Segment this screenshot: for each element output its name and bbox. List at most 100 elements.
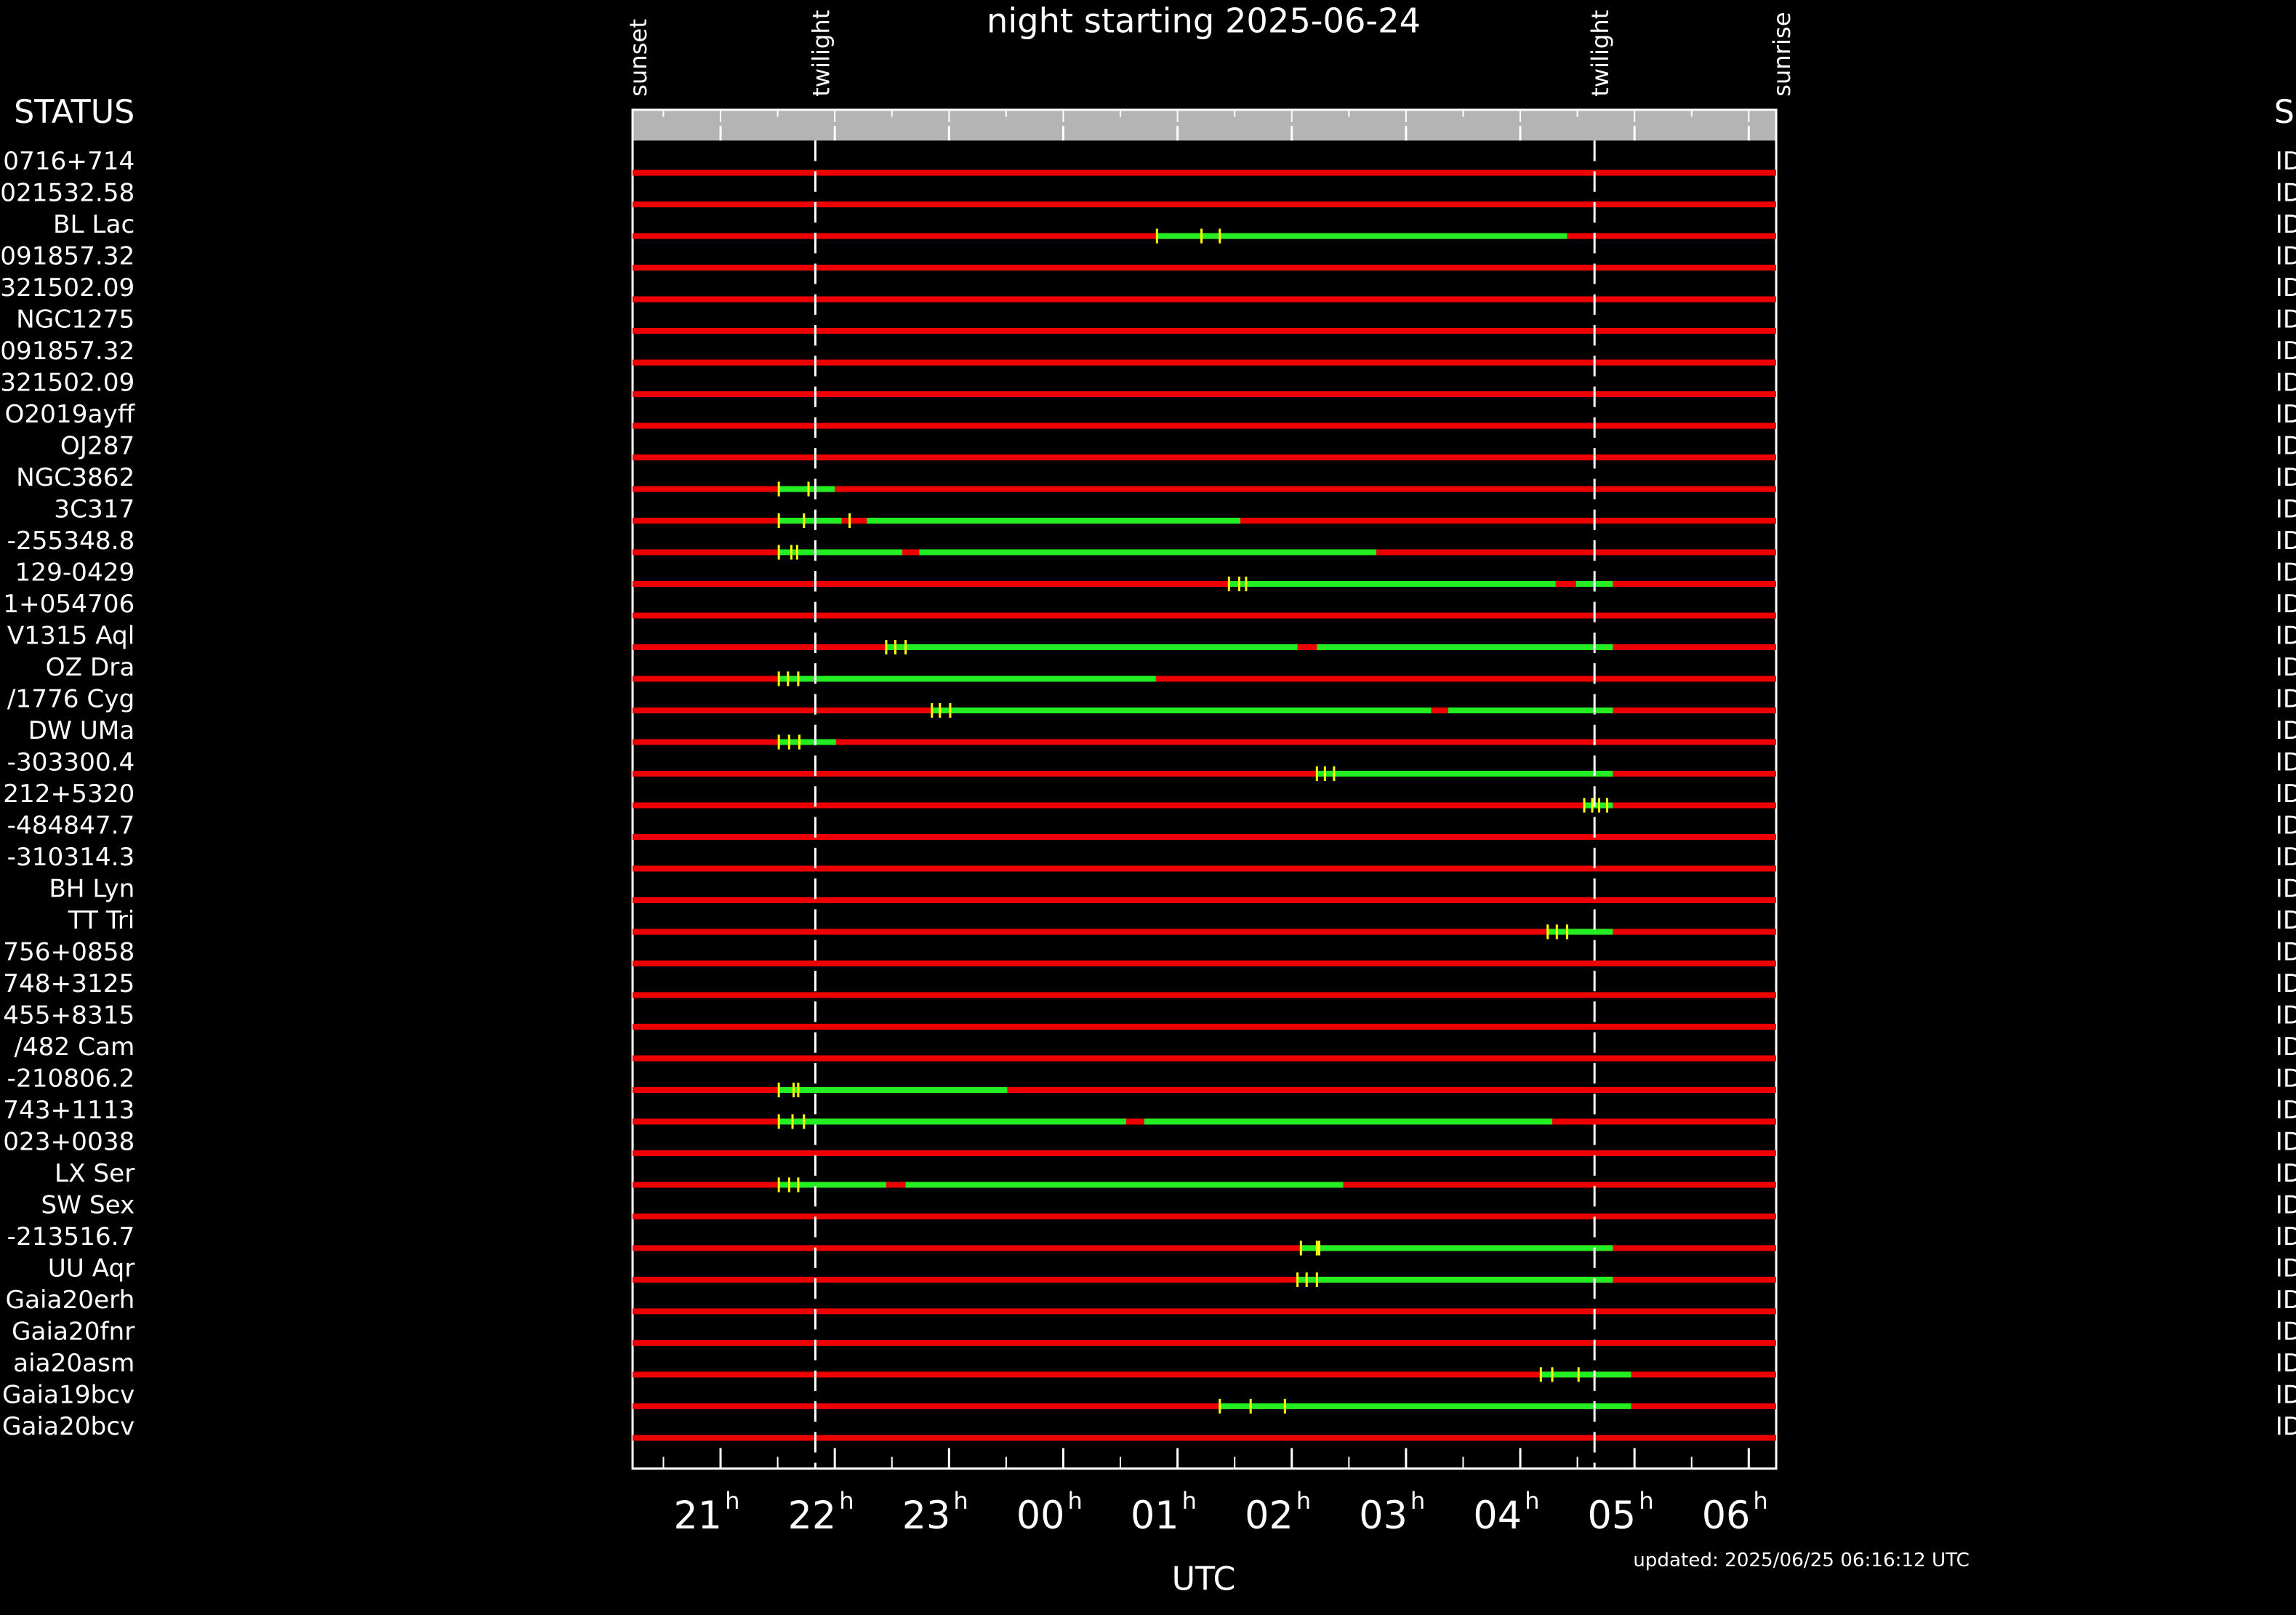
object-status: ID [2276, 811, 2296, 840]
object-status: ID [2276, 147, 2296, 176]
object-name: /1776 Cyg [7, 684, 135, 713]
object-name: 321502.09 [0, 273, 135, 302]
object-status: ID [2276, 1001, 2296, 1030]
object-status: ID [2276, 1127, 2296, 1156]
object-name: 1+054706 [3, 590, 135, 619]
object-name: O2019ayff [4, 400, 135, 429]
object-name: -484847.7 [7, 811, 135, 840]
event-label: twilight [1586, 10, 1614, 97]
object-name: Gaia19bcv [2, 1380, 135, 1409]
x-tick-label: 21 [673, 1494, 722, 1538]
object-status: ID [2276, 590, 2296, 619]
object-status: ID [2276, 621, 2296, 650]
x-tick-unit: h [1296, 1487, 1311, 1515]
object-status: ID [2276, 400, 2296, 429]
right-header: S [2274, 94, 2295, 131]
object-status: ID [2276, 1317, 2296, 1346]
x-tick-label: 05 [1588, 1494, 1637, 1538]
x-tick-label: 22 [788, 1494, 837, 1538]
object-name: 091857.32 [0, 241, 135, 270]
x-tick-unit: h [1525, 1487, 1539, 1515]
object-name: OJ287 [60, 431, 135, 460]
object-name: -255348.8 [7, 526, 135, 556]
footer: updated: 2025/06/25 06:16:12 UTC [1633, 1550, 1970, 1571]
object-name: 091857.32 [0, 337, 135, 366]
x-tick-label: 06 [1702, 1494, 1751, 1538]
header-bar [633, 110, 1777, 141]
object-status: ID [2276, 684, 2296, 713]
object-status: ID [2276, 969, 2296, 998]
object-name: DW UMa [28, 716, 135, 745]
object-status: ID [2276, 1412, 2296, 1441]
status-header: STATUS [14, 94, 135, 131]
object-name: -213516.7 [7, 1222, 135, 1251]
object-name: BH Lyn [49, 874, 135, 903]
object-status: ID [2276, 1159, 2296, 1188]
object-status: ID [2276, 748, 2296, 777]
object-name: -310314.3 [7, 843, 135, 872]
x-tick-unit: h [1182, 1487, 1197, 1515]
object-status: ID [2276, 305, 2296, 334]
x-tick-unit: h [725, 1487, 739, 1515]
object-status: ID [2276, 494, 2296, 524]
object-name: 3C317 [54, 494, 135, 524]
object-name: -303300.4 [7, 748, 135, 777]
object-name: Gaia20bcv [2, 1412, 135, 1441]
object-name: LX Ser [55, 1159, 135, 1188]
object-status: ID [2276, 1222, 2296, 1251]
object-status: ID [2276, 843, 2296, 872]
object-status: ID [2276, 241, 2296, 270]
x-tick-label: 01 [1131, 1494, 1179, 1538]
object-name: SW Sex [41, 1190, 135, 1219]
x-tick-label: 04 [1473, 1494, 1522, 1538]
object-status: ID [2276, 1286, 2296, 1315]
event-label: twilight [808, 10, 835, 97]
x-tick-unit: h [1753, 1487, 1767, 1515]
object-status: ID [2276, 273, 2296, 302]
object-status: ID [2276, 937, 2296, 966]
chart-title: night starting 2025-06-24 [987, 1, 1421, 41]
x-tick-label: 02 [1245, 1494, 1293, 1538]
object-name: Gaia20erh [6, 1286, 135, 1315]
object-status: ID [2276, 906, 2296, 935]
object-status: ID [2276, 210, 2296, 239]
object-name: V1315 Aql [7, 621, 135, 650]
object-name: BL Lac [53, 210, 135, 239]
x-tick-unit: h [953, 1487, 968, 1515]
x-tick-label: 23 [902, 1494, 951, 1538]
object-name: UU Aqr [48, 1254, 136, 1283]
object-status: ID [2276, 1064, 2296, 1093]
object-status: ID [2276, 1380, 2296, 1409]
object-status: ID [2276, 431, 2296, 460]
object-name: 129-0429 [15, 558, 135, 587]
event-label: sunrise [1768, 12, 1796, 96]
object-status: ID [2276, 1254, 2296, 1283]
object-name: /482 Cam [14, 1033, 135, 1062]
object-status: ID [2276, 463, 2296, 492]
object-name: 023+0038 [3, 1127, 135, 1156]
object-status: ID [2276, 1190, 2296, 1219]
object-name: OZ Dra [46, 653, 135, 682]
object-name: aia20asm [13, 1349, 135, 1378]
object-name: 748+3125 [3, 969, 135, 998]
object-status: ID [2276, 337, 2296, 366]
object-status: ID [2276, 716, 2296, 745]
object-name: TT Tri [68, 906, 135, 935]
object-status: ID [2276, 526, 2296, 556]
object-name: 021532.58 [0, 179, 135, 208]
object-name: 0716+714 [3, 147, 135, 176]
object-status: ID [2276, 780, 2296, 809]
x-tick-unit: h [1410, 1487, 1425, 1515]
object-status: ID [2276, 179, 2296, 208]
object-name: 743+1113 [3, 1096, 135, 1125]
x-axis-label: UTC [1172, 1561, 1236, 1598]
object-name: Gaia20fnr [12, 1317, 135, 1346]
x-tick-unit: h [1639, 1487, 1653, 1515]
object-name: NGC1275 [16, 305, 135, 334]
object-status: ID [2276, 653, 2296, 682]
object-name: 212+5320 [3, 780, 135, 809]
object-status: ID [2276, 1033, 2296, 1062]
object-status: ID [2276, 368, 2296, 397]
